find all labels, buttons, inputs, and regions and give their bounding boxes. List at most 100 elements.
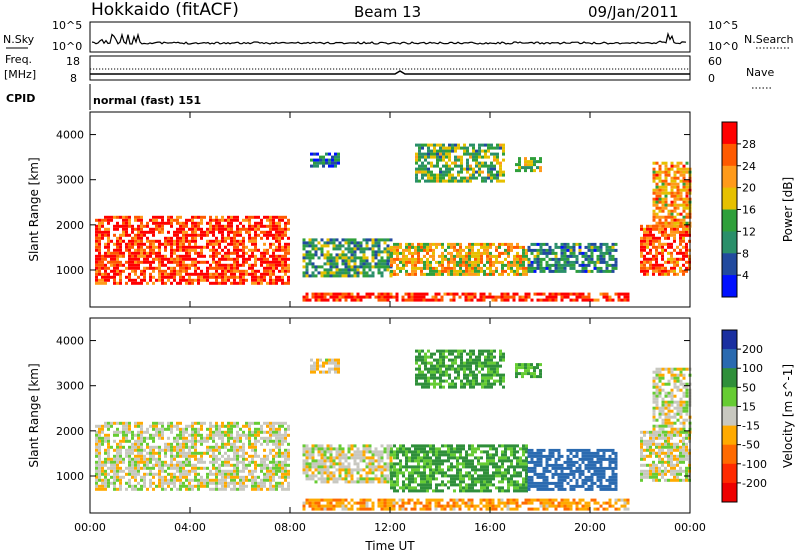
heatmap-cell [468,257,471,261]
heatmap-cell [682,209,686,213]
heatmap-cell [646,257,649,261]
heatmap-cell [474,465,477,469]
heatmap-cell [439,149,442,153]
heatmap-cell [483,263,486,267]
heatmap-cell [423,453,426,457]
heatmap-cell [251,242,254,246]
heatmap-cell [140,272,143,276]
heatmap-cell [371,256,375,260]
heatmap-cell [119,478,122,482]
heatmap-cell [611,257,615,261]
heatmap-cell [203,466,206,470]
heatmap-cell [116,475,119,479]
heatmap-cell [395,292,399,296]
heatmap-cell [221,469,224,473]
heatmap-cell [281,257,284,261]
heatmap-cell [149,466,152,470]
heatmap-cell [474,269,477,273]
heatmap-cell [652,197,656,201]
heatmap-cell [365,480,369,484]
heatmap-cell [426,462,429,466]
heatmap-cell [447,245,450,249]
heatmap-cell [161,278,164,282]
heatmap-cell [338,256,342,260]
heatmap-cell [140,245,143,249]
heatmap-cell [468,465,471,469]
heatmap-cell [426,260,429,264]
heatmap-cell [464,298,468,302]
heatmap-cell [170,430,173,434]
heatmap-cell [251,227,254,231]
heatmap-cell [125,451,128,455]
heatmap-cell [323,295,327,299]
heatmap-cell [215,442,218,446]
heatmap-cell [140,260,143,264]
heatmap-cell [658,188,662,192]
heatmap-cell [197,487,200,491]
heatmap-cell [212,487,215,491]
heatmap-cell [308,468,312,472]
heatmap-cell [418,167,421,171]
heatmap-cell [95,236,98,240]
heatmap-cell [101,466,104,470]
heatmap-cell [260,254,263,258]
heatmap-cell [383,247,387,251]
heatmap-cell [396,254,399,258]
heatmap-cell [233,215,236,219]
heatmap-cell [287,251,290,255]
heatmap-cell [356,295,360,299]
heatmap-cell [670,257,673,261]
heatmap-cell [435,456,438,460]
heatmap-cell [194,221,197,225]
heatmap-cell [200,478,203,482]
heatmap-cell [491,298,495,302]
heatmap-cell [98,430,101,434]
heatmap-cell [305,453,309,457]
heatmap-cell [560,263,564,267]
heatmap-cell [390,254,393,258]
heatmap-cell [326,250,330,254]
heatmap-cell [447,474,450,478]
heatmap-cell [197,430,200,434]
heatmap-cell [676,206,680,210]
heatmap-cell [414,486,417,490]
heatmap-cell [218,424,221,428]
heatmap-cell [137,430,140,434]
heatmap-cell [116,224,119,228]
heatmap-cell [518,163,521,167]
heatmap-cell [673,191,677,195]
heatmap-cell [374,253,378,257]
heatmap-cell [448,176,451,180]
heatmap-cell [685,191,689,195]
heatmap-cell [494,507,498,511]
heatmap-cell [608,295,612,299]
heatmap-cell [405,462,408,466]
heatmap-cell [233,230,236,234]
heatmap-cell [212,478,215,482]
heatmap-cell [113,242,116,246]
heatmap-cell [335,244,339,248]
heatmap-cell [679,233,682,237]
heatmap-cell [390,483,393,487]
heatmap-cell [605,251,609,255]
heatmap-cell [119,275,122,279]
heatmap-cell [242,424,245,428]
heatmap-cell [302,271,306,275]
heatmap-cell [185,478,188,482]
heatmap-cell [386,465,390,469]
heatmap-cell [146,457,149,461]
heatmap-cell [359,244,363,248]
heatmap-cell [194,236,197,240]
heatmap-cell [104,469,107,473]
heatmap-cell [242,460,245,464]
heatmap-cell [471,260,474,264]
heatmap-cell [302,244,306,248]
heatmap-cell [335,256,339,260]
heatmap-cell [440,504,444,508]
heatmap-cell [542,507,546,511]
heatmap-cell [411,245,414,249]
heatmap-cell [110,445,113,449]
heatmap-cell [185,487,188,491]
heatmap-cell [305,271,309,275]
heatmap-cell [466,158,469,162]
